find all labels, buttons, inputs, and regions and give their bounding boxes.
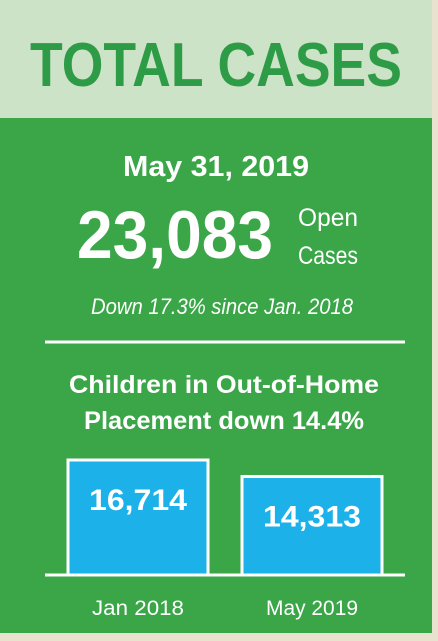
header-band bbox=[0, 0, 432, 118]
x-tick-label: May 2019 bbox=[266, 597, 358, 620]
bar bbox=[240, 475, 384, 577]
x-tick-label: Jan 2018 bbox=[92, 597, 184, 620]
value-label: 16,714 bbox=[89, 484, 187, 517]
open-cases: 23,083 bbox=[77, 197, 273, 273]
header-title: TOTAL CASES bbox=[30, 31, 402, 100]
change: Down 17.3% since Jan. 2018 bbox=[91, 294, 354, 319]
chart-title: Placement down 14.4% bbox=[84, 407, 364, 435]
value-label: 14,313 bbox=[263, 501, 361, 534]
date: May 31, 2019 bbox=[123, 151, 309, 183]
bar bbox=[66, 458, 210, 577]
unit-line: Cases bbox=[298, 242, 358, 270]
chart-title: Children in Out-of-Home bbox=[69, 371, 379, 399]
unit-line: Open bbox=[298, 204, 358, 232]
